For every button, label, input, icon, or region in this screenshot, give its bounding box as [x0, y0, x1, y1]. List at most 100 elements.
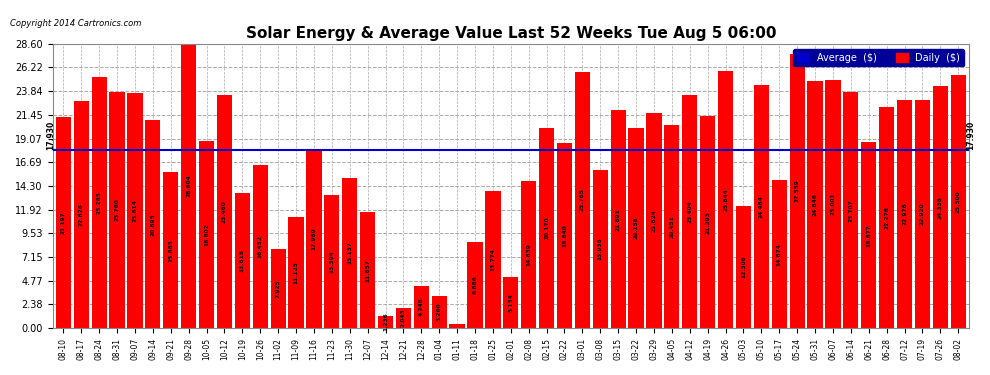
Text: 23.404: 23.404	[687, 200, 692, 223]
Text: 20.895: 20.895	[150, 213, 155, 236]
Bar	[467, 242, 482, 328]
Text: 2.043: 2.043	[401, 309, 406, 327]
Text: 11.125: 11.125	[293, 261, 299, 284]
Text: 23.460: 23.460	[222, 200, 227, 223]
Text: 20.156: 20.156	[634, 216, 639, 239]
Bar	[718, 71, 734, 328]
Text: 23.614: 23.614	[133, 199, 138, 222]
Text: 18.677: 18.677	[866, 224, 871, 247]
Text: 5.134: 5.134	[508, 293, 513, 312]
Bar	[288, 217, 304, 328]
Bar	[396, 308, 411, 328]
Bar	[575, 72, 590, 328]
Bar	[557, 143, 572, 328]
Text: 28.604: 28.604	[186, 174, 191, 197]
Bar	[306, 149, 322, 328]
Text: 15.137: 15.137	[347, 242, 352, 264]
Text: 15.685: 15.685	[168, 238, 173, 261]
Text: 21.293: 21.293	[705, 211, 710, 234]
Bar	[414, 286, 429, 328]
Text: 4.248: 4.248	[419, 297, 424, 316]
Bar	[432, 296, 446, 328]
Text: 15.936: 15.936	[598, 237, 603, 260]
Text: 21.197: 21.197	[60, 211, 66, 234]
Bar	[378, 316, 393, 328]
Text: 24.846: 24.846	[813, 193, 818, 216]
Bar	[199, 141, 214, 328]
Bar	[252, 165, 268, 328]
Text: 16.452: 16.452	[257, 235, 262, 258]
Text: 24.484: 24.484	[759, 195, 764, 218]
Text: 17.930: 17.930	[47, 121, 55, 150]
Text: 13.774: 13.774	[490, 248, 495, 271]
Text: 27.559: 27.559	[795, 180, 800, 203]
Bar	[629, 128, 644, 328]
Bar	[503, 277, 519, 328]
Bar	[611, 111, 626, 328]
Bar	[360, 212, 375, 328]
Bar	[915, 100, 930, 328]
Bar	[771, 180, 787, 328]
Text: 25.765: 25.765	[580, 189, 585, 211]
Bar	[664, 125, 679, 328]
Bar	[879, 106, 894, 328]
Text: 13.618: 13.618	[240, 249, 245, 272]
Bar	[181, 44, 196, 328]
Text: 21.891: 21.891	[616, 208, 621, 231]
Text: 3.260: 3.260	[437, 303, 442, 321]
Bar	[91, 77, 107, 328]
Bar	[235, 193, 249, 328]
Bar	[485, 191, 501, 328]
Text: 13.394: 13.394	[330, 250, 335, 273]
Bar	[950, 75, 966, 328]
Bar	[700, 116, 716, 328]
Text: 17.989: 17.989	[312, 227, 317, 250]
Bar	[343, 178, 357, 328]
Bar	[128, 93, 143, 328]
Text: 25.500: 25.500	[955, 190, 960, 213]
Bar	[843, 92, 858, 328]
Bar	[646, 113, 661, 328]
Text: 1.236: 1.236	[383, 312, 388, 331]
Text: 25.844: 25.844	[723, 188, 728, 211]
Text: 17.930: 17.930	[966, 121, 975, 150]
Bar	[324, 195, 340, 328]
Bar	[217, 95, 232, 328]
Bar	[861, 142, 876, 328]
Bar	[790, 54, 805, 328]
Bar	[897, 100, 912, 328]
Bar	[736, 206, 751, 328]
Text: 8.686: 8.686	[472, 276, 477, 294]
Text: 22.826: 22.826	[79, 203, 84, 226]
Bar	[753, 85, 769, 328]
Bar	[593, 170, 608, 328]
Bar	[826, 80, 841, 328]
Text: 12.306: 12.306	[741, 255, 746, 278]
Bar	[55, 117, 71, 328]
Text: 22.278: 22.278	[884, 206, 889, 229]
Text: 20.451: 20.451	[669, 215, 674, 238]
Text: Copyright 2014 Cartronics.com: Copyright 2014 Cartronics.com	[10, 19, 142, 28]
Text: 25.001: 25.001	[831, 192, 836, 215]
Bar	[270, 249, 286, 328]
Bar	[933, 86, 948, 328]
Text: 22.976: 22.976	[902, 202, 907, 225]
Bar	[110, 92, 125, 328]
Text: 25.265: 25.265	[97, 191, 102, 214]
Text: 21.624: 21.624	[651, 209, 656, 232]
Legend: Average  ($), Daily  ($): Average ($), Daily ($)	[793, 49, 964, 66]
Text: 18.640: 18.640	[562, 224, 567, 247]
Bar	[146, 120, 160, 328]
Bar	[808, 81, 823, 328]
Text: 23.760: 23.760	[115, 199, 120, 221]
Text: 24.338: 24.338	[938, 196, 942, 219]
Text: 7.925: 7.925	[275, 279, 280, 298]
Text: 14.839: 14.839	[527, 243, 532, 266]
Text: 23.707: 23.707	[848, 199, 853, 222]
Text: 11.657: 11.657	[365, 259, 370, 282]
Bar	[521, 180, 537, 328]
Text: 20.170: 20.170	[544, 216, 549, 239]
Text: 22.920: 22.920	[920, 203, 925, 225]
Text: 14.874: 14.874	[777, 243, 782, 266]
Text: 18.802: 18.802	[204, 223, 209, 246]
